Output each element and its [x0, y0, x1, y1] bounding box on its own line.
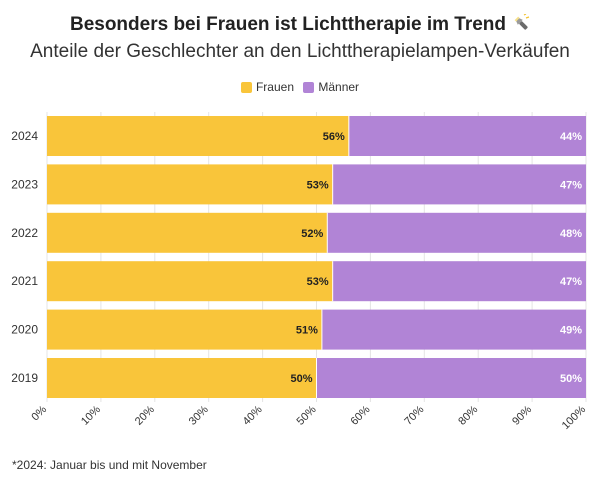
bar-maenner-2020[interactable] [321, 309, 586, 350]
category-label-2019: 2019 [11, 371, 38, 385]
x-tick-label-2: 20% [133, 403, 157, 427]
data-label-frauen-2024: 56% [323, 131, 345, 143]
chart-title-text: Besonders bei Frauen ist Lichttherapie i… [69, 14, 507, 35]
category-label-2023: 2023 [11, 177, 38, 191]
x-tick-label-7: 70% [402, 403, 426, 427]
flashlight-icon [512, 13, 530, 38]
legend-swatch-frauen [240, 81, 252, 93]
data-label-maenner-2021: 47% [560, 276, 582, 288]
data-label-frauen-2021: 53% [307, 276, 329, 288]
bar-frauen-2023[interactable] [47, 164, 333, 205]
legend-swatch-maenner [303, 81, 315, 93]
bar-frauen-2021[interactable] [47, 261, 333, 302]
footnote: *2024: Januar bis und mit November [12, 458, 207, 472]
legend-item-maenner[interactable]: Männer [303, 80, 359, 94]
bar-frauen-2024[interactable] [47, 116, 349, 156]
x-tick-label-6: 60% [348, 403, 372, 427]
data-label-frauen-2023: 53% [307, 179, 329, 191]
bar-maenner-2024[interactable] [348, 116, 586, 156]
x-tick-label-5: 50% [295, 403, 319, 427]
category-label-2020: 2020 [11, 323, 38, 337]
chart-subtitle: Anteile der Geschlechter an den Lichtthe… [30, 41, 570, 62]
legend-label-frauen: Frauen [255, 80, 294, 94]
x-tick-label-1: 10% [79, 403, 103, 427]
data-label-maenner-2019: 50% [560, 373, 582, 385]
category-label-2024: 2024 [11, 129, 38, 143]
x-tick-label-10: 100% [560, 403, 589, 432]
bar-frauen-2019[interactable] [47, 358, 317, 398]
bar-frauen-2022[interactable] [47, 212, 328, 253]
x-tick-label-9: 90% [510, 403, 534, 427]
x-tick-label-3: 30% [187, 403, 211, 427]
bar-maenner-2019[interactable] [316, 358, 587, 398]
legend-item-frauen[interactable]: Frauen [240, 80, 294, 94]
legend: Frauen Männer [0, 80, 600, 96]
data-label-frauen-2020: 51% [296, 325, 318, 337]
bar-maenner-2022[interactable] [327, 212, 586, 253]
data-label-frauen-2019: 50% [290, 373, 312, 385]
data-label-frauen-2022: 52% [301, 228, 323, 240]
legend-label-maenner: Männer [318, 80, 360, 94]
x-tick-label-8: 80% [456, 403, 480, 427]
data-label-maenner-2024: 44% [560, 131, 582, 143]
bar-frauen-2020[interactable] [47, 309, 322, 350]
category-label-2021: 2021 [11, 274, 38, 288]
bar-maenner-2021[interactable] [332, 261, 586, 302]
chart-title: Besonders bei Frauen ist Lichttherapie i… [0, 13, 600, 38]
data-label-maenner-2020: 49% [560, 325, 582, 337]
data-label-maenner-2022: 48% [560, 228, 582, 240]
x-tick-label-0: 0% [29, 403, 49, 423]
x-tick-label-4: 40% [241, 403, 265, 427]
category-label-2022: 2022 [11, 226, 38, 240]
bar-maenner-2023[interactable] [332, 164, 586, 205]
data-label-maenner-2023: 47% [560, 179, 582, 191]
